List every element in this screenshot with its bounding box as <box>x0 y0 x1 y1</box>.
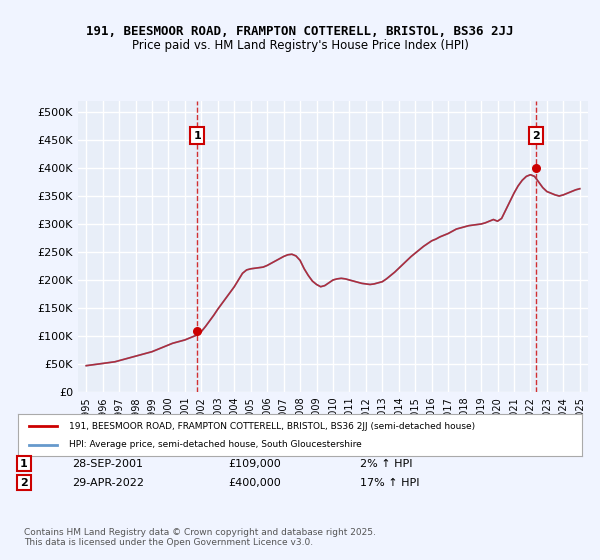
Text: 2: 2 <box>532 130 540 141</box>
Point <box>531 164 541 172</box>
Text: 2% ↑ HPI: 2% ↑ HPI <box>360 459 413 469</box>
Text: 1: 1 <box>193 130 201 141</box>
Text: 29-APR-2022: 29-APR-2022 <box>72 478 144 488</box>
Text: 28-SEP-2001: 28-SEP-2001 <box>72 459 143 469</box>
Text: HPI: Average price, semi-detached house, South Gloucestershire: HPI: Average price, semi-detached house,… <box>69 440 362 449</box>
Point <box>193 326 202 335</box>
Text: 191, BEESMOOR ROAD, FRAMPTON COTTERELL, BRISTOL, BS36 2JJ (semi-detached house): 191, BEESMOOR ROAD, FRAMPTON COTTERELL, … <box>69 422 475 431</box>
Text: Contains HM Land Registry data © Crown copyright and database right 2025.
This d: Contains HM Land Registry data © Crown c… <box>24 528 376 547</box>
Text: 17% ↑ HPI: 17% ↑ HPI <box>360 478 419 488</box>
Text: £109,000: £109,000 <box>228 459 281 469</box>
Text: Price paid vs. HM Land Registry's House Price Index (HPI): Price paid vs. HM Land Registry's House … <box>131 39 469 52</box>
Text: 2: 2 <box>20 478 28 488</box>
Text: 1: 1 <box>20 459 28 469</box>
Text: £400,000: £400,000 <box>228 478 281 488</box>
Text: 191, BEESMOOR ROAD, FRAMPTON COTTERELL, BRISTOL, BS36 2JJ: 191, BEESMOOR ROAD, FRAMPTON COTTERELL, … <box>86 25 514 38</box>
